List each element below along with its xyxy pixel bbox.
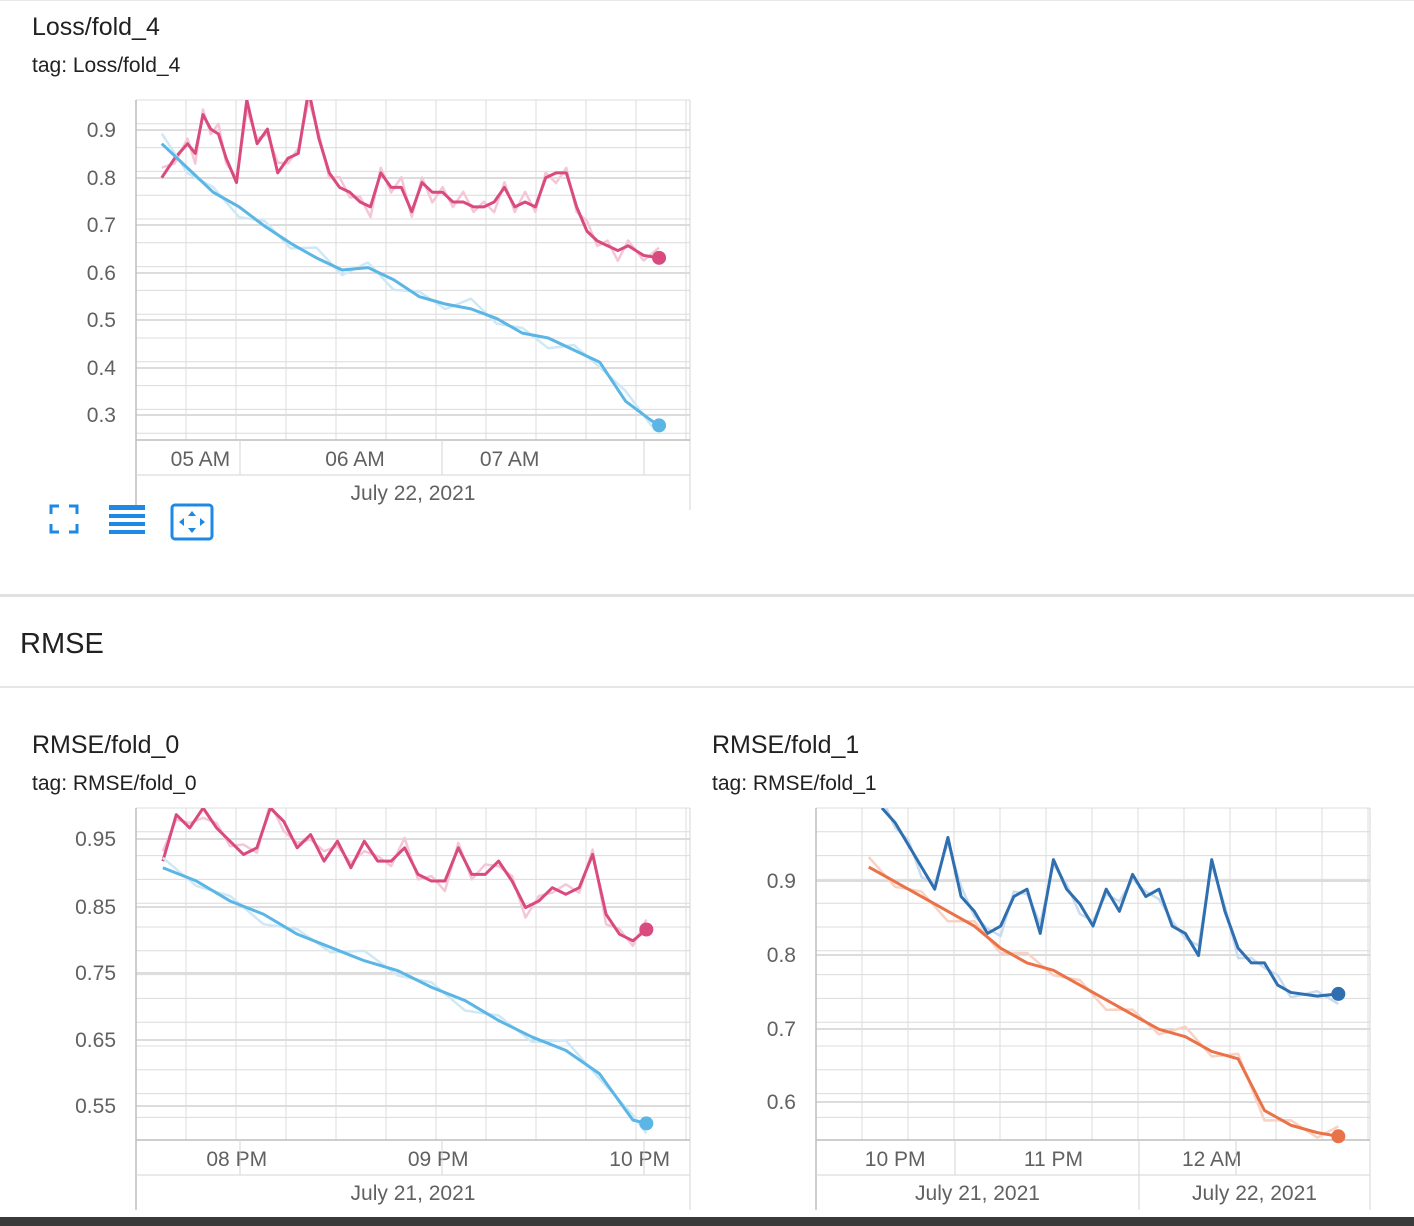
x-tick-label: 07 AM [480, 448, 540, 471]
y-tick-label: 0.7 [87, 214, 116, 237]
chart-svg: 0.9 0.8 0.7 0.6 0.5 0.4 0.3 05 AM 06 AM 07 AMJuly… [87, 99, 691, 510]
series-line [160, 100, 660, 260]
chart-card-rmse-fold-1: RMSE/fold_1 tag: RMSE/fold_1 0.9 0.8 0.7 0.… [712, 730, 1382, 1210]
series-line [880, 808, 1339, 998]
y-tick-label: 0.8 [767, 944, 796, 967]
series-raw-line [162, 856, 648, 1135]
x-tick-label: 06 AM [325, 448, 385, 471]
x-tick-label: 10 PM [865, 1148, 926, 1171]
grid [135, 99, 690, 440]
chart-svg: 0.9 0.8 0.7 0.6 10 PM 11 PM 12 AM July 21, 2021… [767, 807, 1371, 1210]
chart-card-rmse-fold-0: RMSE/fold_0 tag: RMSE/fold_0 0.95 0.85 0.7… [32, 730, 702, 1210]
x-tick-label: 11 PM [1024, 1148, 1083, 1171]
chart-tag: tag: Loss/fold_4 [32, 54, 181, 77]
series-group [867, 808, 1339, 1139]
date-label: July 22, 2021 [351, 482, 476, 505]
y-tick-label: 0.5 [87, 309, 116, 332]
date-label: July 21, 2021 [351, 1182, 476, 1205]
date-label: July 21, 2021 [915, 1182, 1040, 1205]
series-group [161, 808, 648, 1135]
x-tick-label: 09 PM [408, 1148, 469, 1171]
chart-toolbar [48, 503, 218, 541]
x-tick-label: 08 PM [206, 1148, 267, 1171]
series-end-marker [652, 250, 667, 265]
y-tick-label: 0.7 [767, 1018, 796, 1041]
data-table-icon[interactable] [108, 503, 146, 537]
x-tick-label: 05 AM [171, 448, 231, 471]
section-divider [0, 594, 1414, 597]
series-line [161, 808, 648, 943]
top-border [0, 0, 1414, 1]
bottom-scroll-edge [0, 1217, 1414, 1226]
series-line [162, 866, 647, 1125]
series-raw-line [160, 132, 660, 427]
y-tick-label: 0.95 [75, 828, 116, 851]
date-label: July 22, 2021 [1192, 1182, 1317, 1205]
fit-domain-icon[interactable] [170, 503, 214, 541]
grid [815, 807, 1370, 1140]
x-tick-label: 12 AM [1182, 1148, 1242, 1171]
y-tick-label: 0.9 [767, 870, 796, 893]
x-tick-label: 10 PM [609, 1148, 670, 1171]
section-rule [0, 686, 1414, 688]
series-end-marker [1331, 1129, 1346, 1144]
series-raw-line [161, 808, 648, 948]
series-end-marker [652, 418, 667, 433]
series-end-marker [1331, 986, 1346, 1001]
y-tick-label: 0.85 [75, 896, 116, 919]
y-tick-label: 0.3 [87, 404, 116, 427]
chart-title: RMSE/fold_0 [32, 731, 180, 759]
chart-tag: tag: RMSE/fold_1 [712, 772, 877, 795]
series-line [868, 865, 1339, 1138]
chart-svg: 0.95 0.85 0.75 0.65 0.55 08 PM 09 PM 10 PM July … [75, 807, 691, 1210]
y-tick-label: 0.9 [87, 119, 116, 142]
series-group [160, 100, 660, 427]
chart-title: Loss/fold_4 [32, 13, 160, 41]
series-end-marker [639, 1116, 654, 1131]
grid [135, 807, 690, 1140]
chart-title: RMSE/fold_1 [712, 731, 860, 759]
series-raw-line [867, 856, 1339, 1139]
chart-tag: tag: RMSE/fold_0 [32, 772, 197, 795]
y-tick-label: 0.4 [87, 357, 117, 380]
y-tick-label: 0.65 [75, 1029, 116, 1052]
y-tick-label: 0.55 [75, 1095, 116, 1118]
series-end-marker [639, 922, 654, 937]
section-title: RMSE [20, 628, 104, 660]
series-line [160, 142, 660, 427]
fullscreen-icon[interactable] [48, 503, 80, 535]
y-tick-label: 0.6 [87, 262, 116, 285]
y-tick-label: 0.6 [767, 1091, 796, 1114]
chart-card-loss-fold-4: Loss/fold_4 tag: Loss/fold_4 0.9 0.8 0.7 0.… [32, 12, 702, 510]
y-tick-label: 0.75 [75, 962, 116, 985]
y-tick-label: 0.8 [87, 167, 116, 190]
